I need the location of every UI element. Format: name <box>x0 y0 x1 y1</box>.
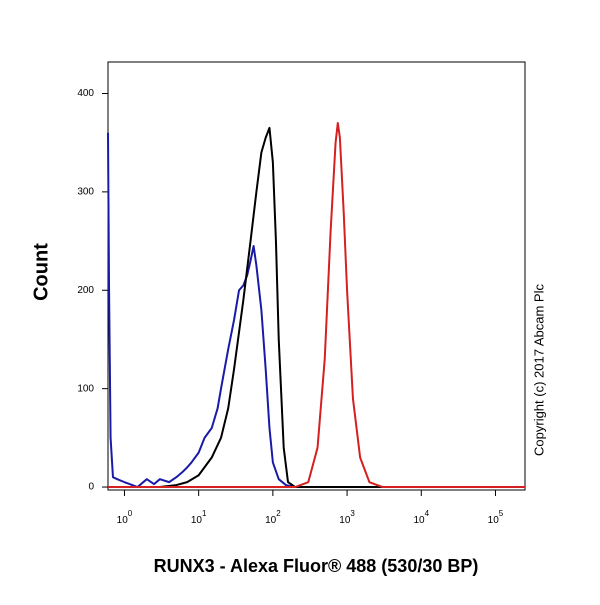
y-tick-label: 0 <box>88 482 94 493</box>
x-tick-label: 104 <box>413 509 429 526</box>
x-tick-label: 102 <box>265 509 281 526</box>
x-tick-base: 10 <box>191 515 203 526</box>
x-tick-base: 10 <box>413 515 425 526</box>
x-tick-exponent: 2 <box>276 509 281 518</box>
y-axis-label: Count <box>30 243 52 301</box>
x-axis-label: RUNX3 - Alexa Fluor® 488 (530/30 BP) <box>154 556 479 576</box>
x-tick-exponent: 0 <box>128 509 133 518</box>
x-tick-exponent: 3 <box>350 509 355 518</box>
x-tick-label: 100 <box>117 509 133 526</box>
copyright: Copyright (c) 2017 Abcam Plc <box>531 284 546 456</box>
histogram-line <box>108 122 525 489</box>
x-tick-base: 10 <box>117 515 129 526</box>
x-tick-exponent: 5 <box>499 509 504 518</box>
y-tick-label: 300 <box>77 187 94 198</box>
plot-frame <box>107 61 526 491</box>
x-tick-base: 10 <box>339 515 351 526</box>
x-tick-exponent: 4 <box>425 509 430 518</box>
histogram-line <box>107 132 525 489</box>
x-tick-base: 10 <box>488 515 500 526</box>
histogram-line <box>108 126 525 489</box>
x-tick-exponent: 1 <box>202 509 207 518</box>
x-tick-label: 103 <box>339 509 355 526</box>
x-tick-label: 105 <box>488 509 504 526</box>
x-tick-base: 10 <box>265 515 277 526</box>
y-tick-label: 200 <box>77 285 94 296</box>
y-tick-label: 100 <box>77 383 94 394</box>
y-tick-label: 400 <box>77 88 94 99</box>
x-tick-label: 101 <box>191 509 207 526</box>
